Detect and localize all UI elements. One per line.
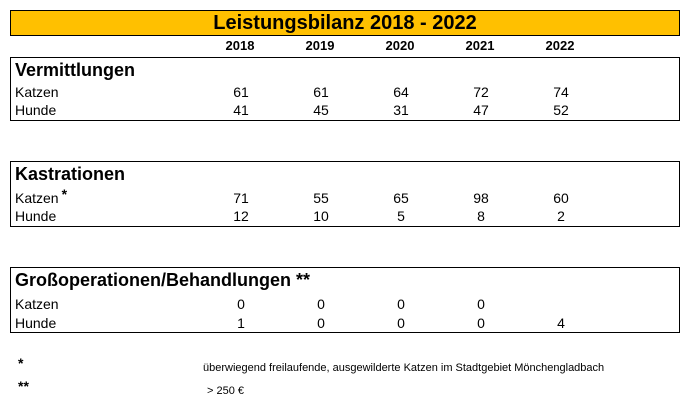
footnote-text-2: > 250 € — [207, 385, 245, 397]
year-header-2020: 2020 — [385, 38, 415, 53]
value-cell: 0 — [477, 315, 485, 331]
footnote-mark-2: ** — [18, 378, 29, 394]
section-grossoperationen: Großoperationen/Behandlungen ** Katzen H… — [10, 267, 680, 333]
section-title: Kastrationen — [15, 164, 126, 184]
value-cell: 5 — [397, 208, 405, 224]
value-cell: 0 — [237, 296, 245, 312]
value-cell: 60 — [553, 190, 569, 206]
value-cell: 1 — [237, 315, 245, 331]
section-title-footnote-marker: ** — [291, 270, 311, 290]
value-cell: 71 — [233, 190, 249, 206]
value-cell: 0 — [397, 296, 405, 312]
section-kastrationen: Kastrationen Katzen * Hunde 71 55 65 98 6… — [10, 161, 680, 227]
row-label-katzen: Katzen — [15, 84, 59, 100]
value-cell: 0 — [397, 315, 405, 331]
row-label-katzen: Katzen * — [15, 186, 68, 206]
report-title: Leistungsbilanz 2018 - 2022 — [213, 12, 477, 34]
value-cell: 52 — [553, 102, 569, 118]
value-cell: 74 — [553, 84, 569, 100]
value-cell: 55 — [313, 190, 329, 206]
year-header-2021: 2021 — [465, 38, 495, 53]
value-cell: 31 — [393, 102, 409, 118]
footnote-star-marker: * — [61, 186, 68, 202]
row-label-katzen: Katzen — [15, 296, 59, 312]
value-cell: 61 — [313, 84, 329, 100]
footnote-text-1: überwiegend freilaufende, ausgewilderte … — [203, 362, 605, 374]
value-cell: 61 — [233, 84, 249, 100]
section-title: Vermittlungen — [15, 60, 136, 80]
section-vermittlungen: Vermittlungen Katzen Hunde 61 61 64 72 7… — [10, 57, 680, 121]
row-label-hunde: Hunde — [15, 208, 57, 224]
value-cell: 41 — [233, 102, 249, 118]
value-cell: 2 — [557, 208, 565, 224]
value-cell: 12 — [233, 208, 249, 224]
title-bar: Leistungsbilanz 2018 - 2022 — [10, 10, 680, 36]
value-cell: 64 — [393, 84, 409, 100]
value-cell: 72 — [473, 84, 489, 100]
value-cell: 45 — [313, 102, 329, 118]
footnote-mark-1: * — [18, 355, 24, 371]
value-cell: 65 — [393, 190, 409, 206]
value-cell: 8 — [477, 208, 485, 224]
year-header-2022: 2022 — [545, 38, 575, 53]
value-cell: 4 — [557, 315, 565, 331]
row-label-hunde: Hunde — [15, 102, 57, 118]
value-cell: 0 — [477, 296, 485, 312]
value-cell: 0 — [317, 315, 325, 331]
value-cell: 98 — [473, 190, 489, 206]
year-header-2019: 2019 — [305, 38, 335, 53]
value-cell: 47 — [473, 102, 489, 118]
value-cell: 10 — [313, 208, 329, 224]
row-label-hunde: Hunde — [15, 315, 57, 331]
section-title: Großoperationen/Behandlungen ** — [15, 270, 311, 290]
year-header-2018: 2018 — [225, 38, 255, 53]
value-cell: 0 — [317, 296, 325, 312]
